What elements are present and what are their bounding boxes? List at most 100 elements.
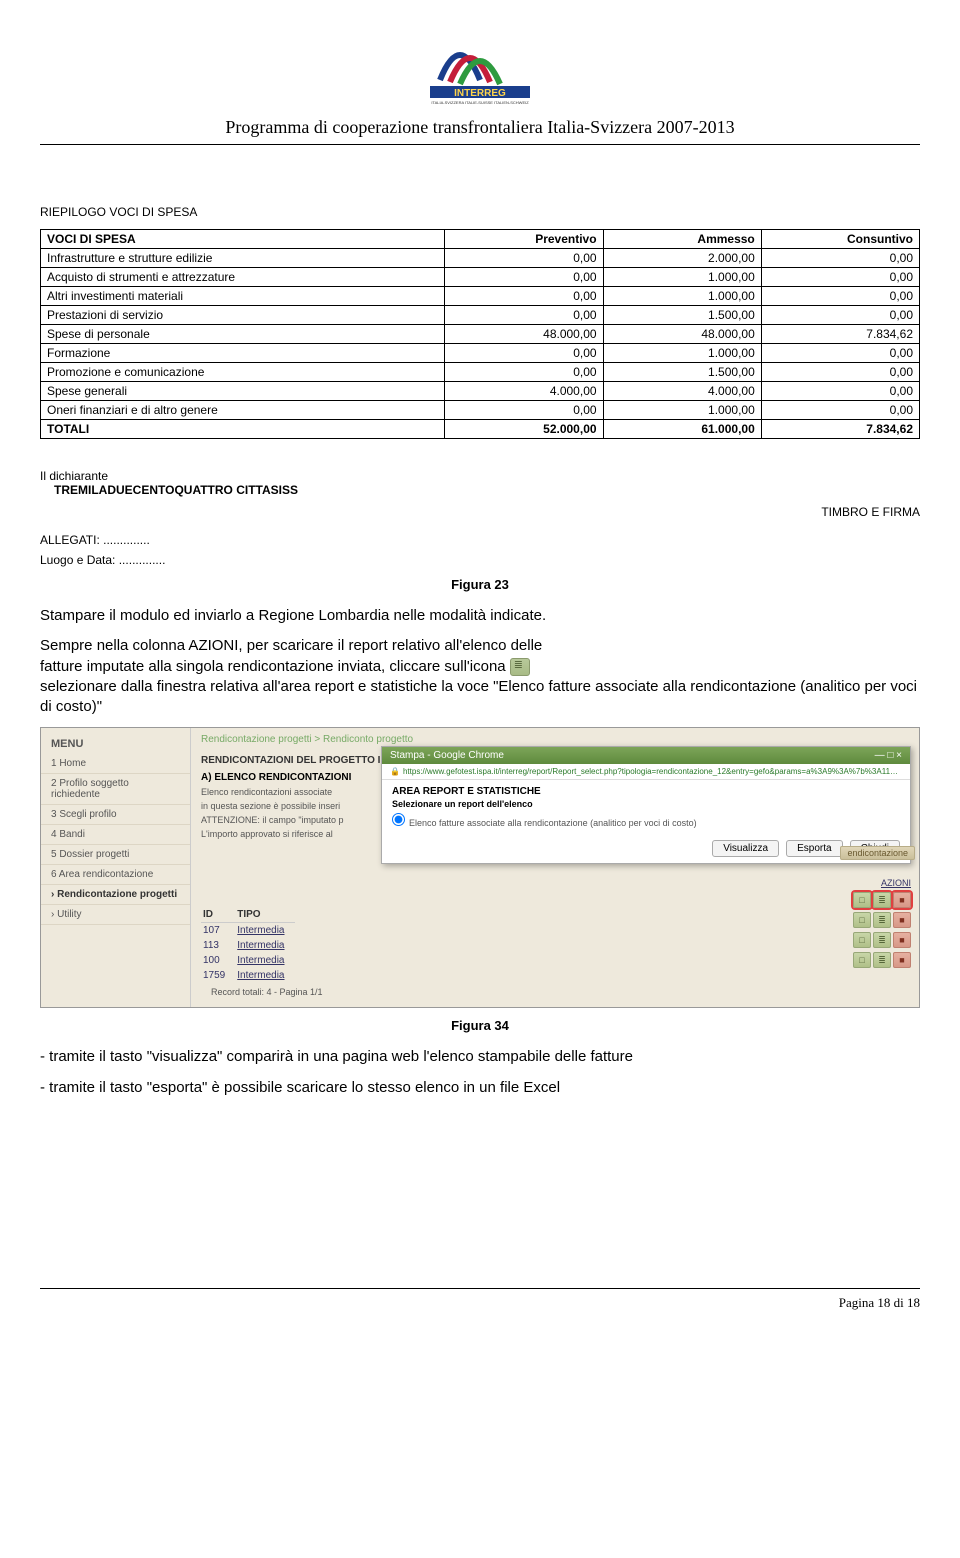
- table-cell: 0,00: [761, 268, 919, 287]
- table-cell: 107: [201, 923, 235, 939]
- popup-radio-line[interactable]: Elenco fatture associate alla rendiconta…: [392, 813, 900, 828]
- table-cell: 1.500,00: [603, 306, 761, 325]
- svg-text:ITALIA-SVIZZERA ITALIE-SUISSE: ITALIA-SVIZZERA ITALIE-SUISSE ITALIEN-SC…: [431, 100, 529, 105]
- svg-text:INTERREG: INTERREG: [454, 88, 506, 99]
- col-ammesso: Ammesso: [603, 230, 761, 249]
- table-cell: Formazione: [41, 344, 445, 363]
- table-header-row: VOCI DI SPESA Preventivo Ammesso Consunt…: [41, 230, 920, 249]
- action-delete-icon[interactable]: ■: [893, 932, 911, 948]
- table-cell: 0,00: [445, 287, 603, 306]
- popup-window: Stampa - Google Chrome — □ × 🔒https://ww…: [381, 746, 911, 864]
- table-cell: 0,00: [445, 401, 603, 420]
- sidebar-item-bandi[interactable]: 4 Bandi: [41, 825, 190, 845]
- action-report-icon[interactable]: ≣: [873, 892, 891, 908]
- popup-url: 🔒https://www.gefotest.ispa.it/interreg/r…: [382, 764, 910, 780]
- sidebar: MENU 1 Home 2 Profilo soggetto richieden…: [41, 728, 191, 1007]
- table-cell: 113: [201, 938, 235, 953]
- table-cell: 48.000,00: [445, 325, 603, 344]
- table-cell[interactable]: Intermedia: [235, 953, 294, 968]
- table-row: 113Intermedia: [201, 938, 295, 953]
- action-report-icon[interactable]: ≣: [873, 912, 891, 928]
- table-cell: 0,00: [761, 382, 919, 401]
- report-icon: [510, 658, 530, 676]
- dichiarante-name: TREMILADUECENTOQUATTRO CITTASISS: [40, 483, 920, 497]
- action-view-icon[interactable]: □: [853, 932, 871, 948]
- menu-title: MENU: [41, 734, 190, 754]
- popup-radio[interactable]: [392, 813, 405, 826]
- table-cell: 0,00: [445, 306, 603, 325]
- table-cell[interactable]: Intermedia: [235, 968, 294, 983]
- azioni-row-4: □ ≣ ■: [853, 952, 911, 968]
- sidebar-item-profilo[interactable]: 2 Profilo soggetto richiedente: [41, 774, 190, 805]
- action-delete-icon[interactable]: ■: [893, 952, 911, 968]
- action-view-icon[interactable]: □: [853, 892, 871, 908]
- popup-body: AREA REPORT E STATISTICHE Selezionare un…: [382, 780, 910, 834]
- timbro-label: TIMBRO E FIRMA: [40, 505, 920, 519]
- table-area: ID TIPO 107Intermedia113Intermedia100Int…: [191, 901, 919, 1007]
- table-row: Promozione e comunicazione0,001.500,000,…: [41, 363, 920, 382]
- table-cell: 2.000,00: [603, 249, 761, 268]
- table-cell: 7.834,62: [761, 420, 919, 439]
- header-title: Programma di cooperazione transfrontalie…: [40, 117, 920, 138]
- table-cell: 1.000,00: [603, 401, 761, 420]
- action-report-icon[interactable]: ≣: [873, 952, 891, 968]
- figure-34-caption: Figura 34: [40, 1018, 920, 1033]
- sidebar-item-utility[interactable]: › Utility: [41, 905, 190, 925]
- popup-title-text: Stampa - Google Chrome: [390, 750, 504, 761]
- action-view-icon[interactable]: □: [853, 952, 871, 968]
- embedded-screenshot: MENU 1 Home 2 Profilo soggetto richieden…: [40, 727, 920, 1008]
- table-row: Acquisto di strumenti e attrezzature0,00…: [41, 268, 920, 287]
- popup-titlebar: Stampa - Google Chrome — □ ×: [382, 747, 910, 764]
- dichiarante-label: Il dichiarante: [40, 469, 920, 483]
- table-cell: 61.000,00: [603, 420, 761, 439]
- fig34-bullet2: - tramite il tasto "esporta" è possibile…: [40, 1078, 920, 1098]
- action-delete-icon[interactable]: ■: [893, 892, 911, 908]
- esporta-button[interactable]: Esporta: [786, 840, 842, 857]
- table-cell: 1.000,00: [603, 268, 761, 287]
- table-cell: 4.000,00: [603, 382, 761, 401]
- table-cell[interactable]: Intermedia: [235, 923, 294, 939]
- action-view-icon[interactable]: □: [853, 912, 871, 928]
- table-cell: 0,00: [445, 268, 603, 287]
- rendicontazioni-table: ID TIPO 107Intermedia113Intermedia100Int…: [201, 907, 295, 983]
- table-cell: 0,00: [445, 344, 603, 363]
- table-cell: 48.000,00: [603, 325, 761, 344]
- action-report-icon[interactable]: ≣: [873, 932, 891, 948]
- fig34-bullet1: - tramite il tasto "visualizza" comparir…: [40, 1047, 920, 1067]
- sidebar-item-rendicontazione[interactable]: › Rendicontazione progetti: [41, 885, 190, 905]
- azioni-column: AZIONI □ ≣ ■ □ ≣ ■ □ ≣ ■ □ ≣ ■: [853, 878, 911, 968]
- popup-radio-label: Elenco fatture associate alla rendiconta…: [409, 818, 697, 828]
- table-cell: 1.500,00: [603, 363, 761, 382]
- table-cell[interactable]: Intermedia: [235, 938, 294, 953]
- footer-rule: [40, 1288, 920, 1289]
- col-consuntivo: Consuntivo: [761, 230, 919, 249]
- sidebar-item-dossier[interactable]: 5 Dossier progetti: [41, 845, 190, 865]
- table-row: 1759Intermedia: [201, 968, 295, 983]
- azioni-row-3: □ ≣ ■: [853, 932, 911, 948]
- spesa-table: VOCI DI SPESA Preventivo Ammesso Consunt…: [40, 229, 920, 439]
- record-count: Record totali: 4 - Pagina 1/1: [201, 983, 909, 1001]
- table-row: Prestazioni di servizio0,001.500,000,00: [41, 306, 920, 325]
- table-cell: Acquisto di strumenti e attrezzature: [41, 268, 445, 287]
- azioni-row-1: □ ≣ ■: [853, 892, 911, 908]
- dichiarante-block: Il dichiarante TREMILADUECENTOQUATTRO CI…: [40, 469, 920, 497]
- popup-area-title: AREA REPORT E STATISTICHE: [392, 786, 900, 797]
- action-delete-icon[interactable]: ■: [893, 912, 911, 928]
- fig23-para2c: selezionare dalla finestra relativa all'…: [40, 678, 917, 715]
- col-voci: VOCI DI SPESA: [41, 230, 445, 249]
- visualizza-button[interactable]: Visualizza: [712, 840, 779, 857]
- table-row: 100Intermedia: [201, 953, 295, 968]
- table-cell: Spese generali: [41, 382, 445, 401]
- table-cell: Oneri finanziari e di altro genere: [41, 401, 445, 420]
- page-number: Pagina 18 di 18: [40, 1295, 920, 1311]
- table-cell: 0,00: [445, 249, 603, 268]
- table-cell: 1.000,00: [603, 287, 761, 306]
- sidebar-item-area[interactable]: 6 Area rendicontazione: [41, 865, 190, 885]
- table-row: Formazione0,001.000,000,00: [41, 344, 920, 363]
- table-cell: TOTALI: [41, 420, 445, 439]
- fig23-para2b: fatture imputate alla singola rendiconta…: [40, 658, 506, 675]
- sidebar-item-scegli[interactable]: 3 Scegli profilo: [41, 805, 190, 825]
- sidebar-item-home[interactable]: 1 Home: [41, 754, 190, 774]
- table-row: Infrastrutture e strutture edilizie0,002…: [41, 249, 920, 268]
- popup-buttons: Visualizza Esporta Chiudi: [382, 834, 910, 863]
